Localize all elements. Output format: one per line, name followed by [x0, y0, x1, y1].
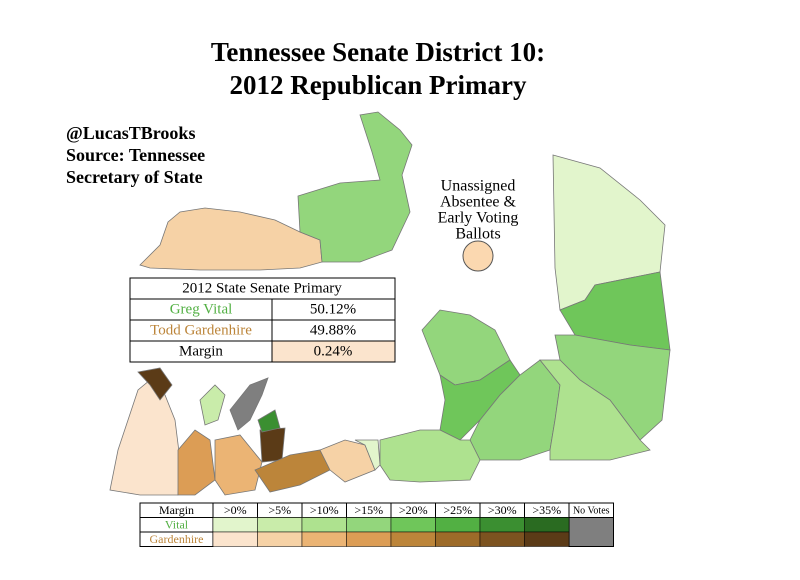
results-table: 2012 State Senate Primary Greg Vital 50.1… — [129, 277, 396, 363]
credit: Source: Tennessee — [66, 145, 205, 165]
legend-bin: No Votes — [573, 506, 610, 517]
legend-bin: >25% — [443, 503, 472, 517]
title: 2012 Republican Primary — [230, 70, 527, 100]
table-title: 2012 State Senate Primary — [182, 280, 342, 296]
unassigned-ballots — [462, 240, 494, 272]
precinct — [259, 427, 286, 463]
legend-swatch — [435, 517, 481, 533]
candidate-name: Margin — [179, 343, 223, 359]
vote-share: 0.24% — [314, 343, 353, 359]
legend-bin: >0% — [224, 503, 247, 517]
credit: @LucasTBrooks — [66, 123, 195, 143]
legend-swatch — [257, 517, 303, 533]
precinct — [297, 111, 413, 263]
credit: Secretary of State — [66, 167, 203, 187]
legend-swatch — [301, 531, 347, 547]
legend-bin: >10% — [310, 503, 339, 517]
precinct — [354, 439, 381, 471]
precinct — [257, 409, 281, 433]
title: Tennessee Senate District 10: — [211, 37, 545, 67]
legend-swatch — [524, 517, 570, 533]
legend-swatch — [568, 517, 614, 547]
legend-swatch — [346, 517, 392, 533]
precinct — [229, 377, 269, 431]
table-cell — [271, 340, 396, 363]
legend-swatch — [479, 517, 525, 533]
legend-header: Margin — [159, 503, 194, 517]
legend-bin: >35% — [532, 503, 561, 517]
legend-swatch — [390, 531, 436, 547]
legend-swatch — [524, 531, 570, 547]
annotation: Early Voting — [438, 210, 519, 227]
legend-row-label: Gardenhire — [150, 532, 204, 546]
vote-share: 49.88% — [310, 322, 356, 338]
candidate-name: Todd Gardenhire — [150, 322, 252, 338]
precinct — [199, 384, 226, 426]
annotation: Ballots — [455, 226, 500, 243]
precinct — [137, 367, 173, 401]
legend: Margin >0% >5% >10% >15% >20% >25% >30% >35% No V… — [139, 502, 614, 547]
legend-row-label: Vital — [165, 518, 189, 532]
legend-swatch — [212, 517, 258, 533]
legend-swatch — [257, 531, 303, 547]
annotation: Unassigned — [441, 178, 516, 195]
precinct — [139, 207, 323, 271]
legend-bin: >15% — [354, 503, 383, 517]
legend-bin: >5% — [268, 503, 291, 517]
legend-swatch — [390, 517, 436, 533]
precinct — [539, 359, 651, 461]
legend-bin: >20% — [399, 503, 428, 517]
precinct — [109, 379, 181, 496]
legend-swatch — [435, 531, 481, 547]
precinct — [177, 429, 216, 496]
precinct — [214, 434, 263, 496]
legend-swatch — [479, 531, 525, 547]
vote-share: 50.12% — [310, 301, 356, 317]
annotation: Absentee & — [440, 194, 517, 211]
legend-bin: >30% — [488, 503, 517, 517]
legend-swatch — [212, 531, 258, 547]
precinct — [379, 429, 481, 483]
map — [109, 111, 671, 496]
legend-swatch — [346, 531, 392, 547]
candidate-name: Greg Vital — [170, 301, 233, 317]
legend-swatch — [301, 517, 347, 533]
